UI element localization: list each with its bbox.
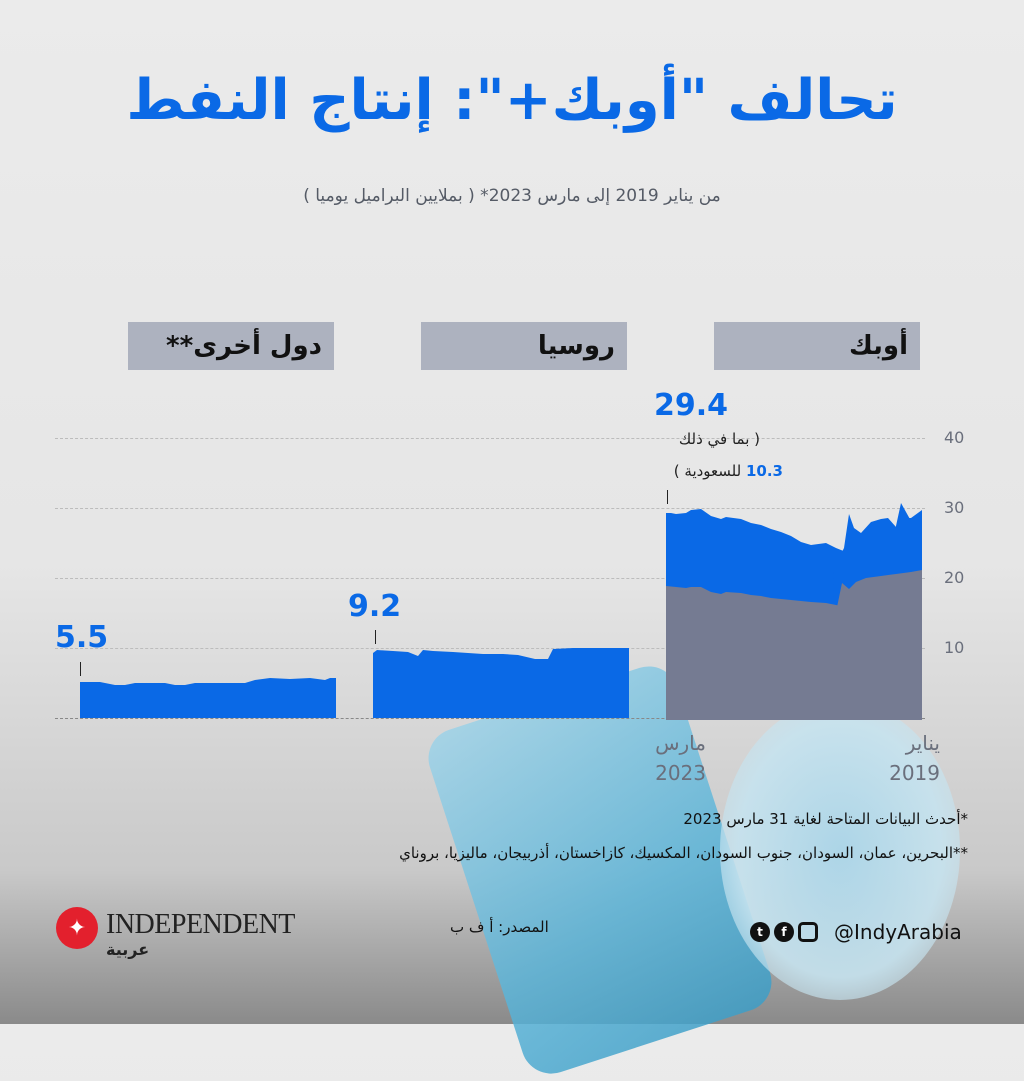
social-handle[interactable]: @IndyArabia	[834, 920, 962, 944]
gridline-10	[55, 648, 925, 649]
gridline-20	[55, 578, 925, 579]
footnote-other-countries: **البحرين، عمان، السودان، جنوب السودان، …	[399, 844, 968, 862]
x-label-end: مارس 2023	[636, 728, 706, 788]
x-end-month: مارس	[655, 731, 706, 755]
russia-area-chart	[373, 648, 629, 718]
panel-header-others: دول أخرى**	[128, 322, 334, 370]
others-value: 5.5	[55, 620, 109, 655]
y-tick-40: 40	[944, 428, 965, 447]
social-links: t f @IndyArabia	[750, 920, 962, 944]
gridline-0	[55, 718, 925, 719]
x-start-month: يناير	[905, 731, 940, 755]
independent-brand: INDEPENDENT	[106, 909, 295, 940]
others-value-tick	[80, 662, 81, 676]
gridline-40	[55, 438, 925, 439]
page-title: تحالف "أوبك+": إنتاج النفط	[126, 68, 898, 133]
saudi-label: للسعودية )	[673, 462, 742, 480]
twitter-icon[interactable]: t	[750, 922, 770, 942]
others-area-chart	[80, 678, 336, 718]
opec-value: 29.4	[654, 388, 729, 423]
independent-arabia-brand: عربية	[106, 940, 150, 959]
opec-value-tick	[667, 490, 668, 504]
flag-blur-background	[720, 700, 960, 1000]
source-credit: المصدر: أ ف ب	[450, 918, 549, 936]
x-label-start: يناير 2019	[870, 728, 940, 788]
facebook-icon[interactable]: f	[774, 922, 794, 942]
y-tick-10: 10	[944, 638, 965, 657]
page-subtitle: من يناير 2019 إلى مارس 2023* ( بملايين ا…	[303, 186, 721, 206]
russia-value: 9.2	[348, 589, 402, 624]
independent-eagle-logo-icon: ✦	[56, 907, 98, 949]
panel-header-opec: أوبك	[714, 322, 920, 370]
x-start-year: 2019	[889, 761, 940, 785]
y-tick-30: 30	[944, 498, 965, 517]
x-end-year: 2023	[655, 761, 706, 785]
y-tick-20: 20	[944, 568, 965, 587]
opec-note-line2: 10.3 للسعودية )	[618, 462, 783, 480]
saudi-value: 10.3	[745, 462, 783, 480]
opec-note-line1: ( بما في ذلك	[678, 430, 760, 448]
gridline-30	[55, 508, 925, 509]
instagram-icon[interactable]	[798, 922, 818, 942]
russia-value-tick	[375, 630, 376, 644]
opec-area-chart	[666, 503, 922, 720]
footnote-data-date: *أحدث البيانات المتاحة لغاية 31 مارس 202…	[683, 810, 968, 828]
panel-header-russia: روسيا	[421, 322, 627, 370]
